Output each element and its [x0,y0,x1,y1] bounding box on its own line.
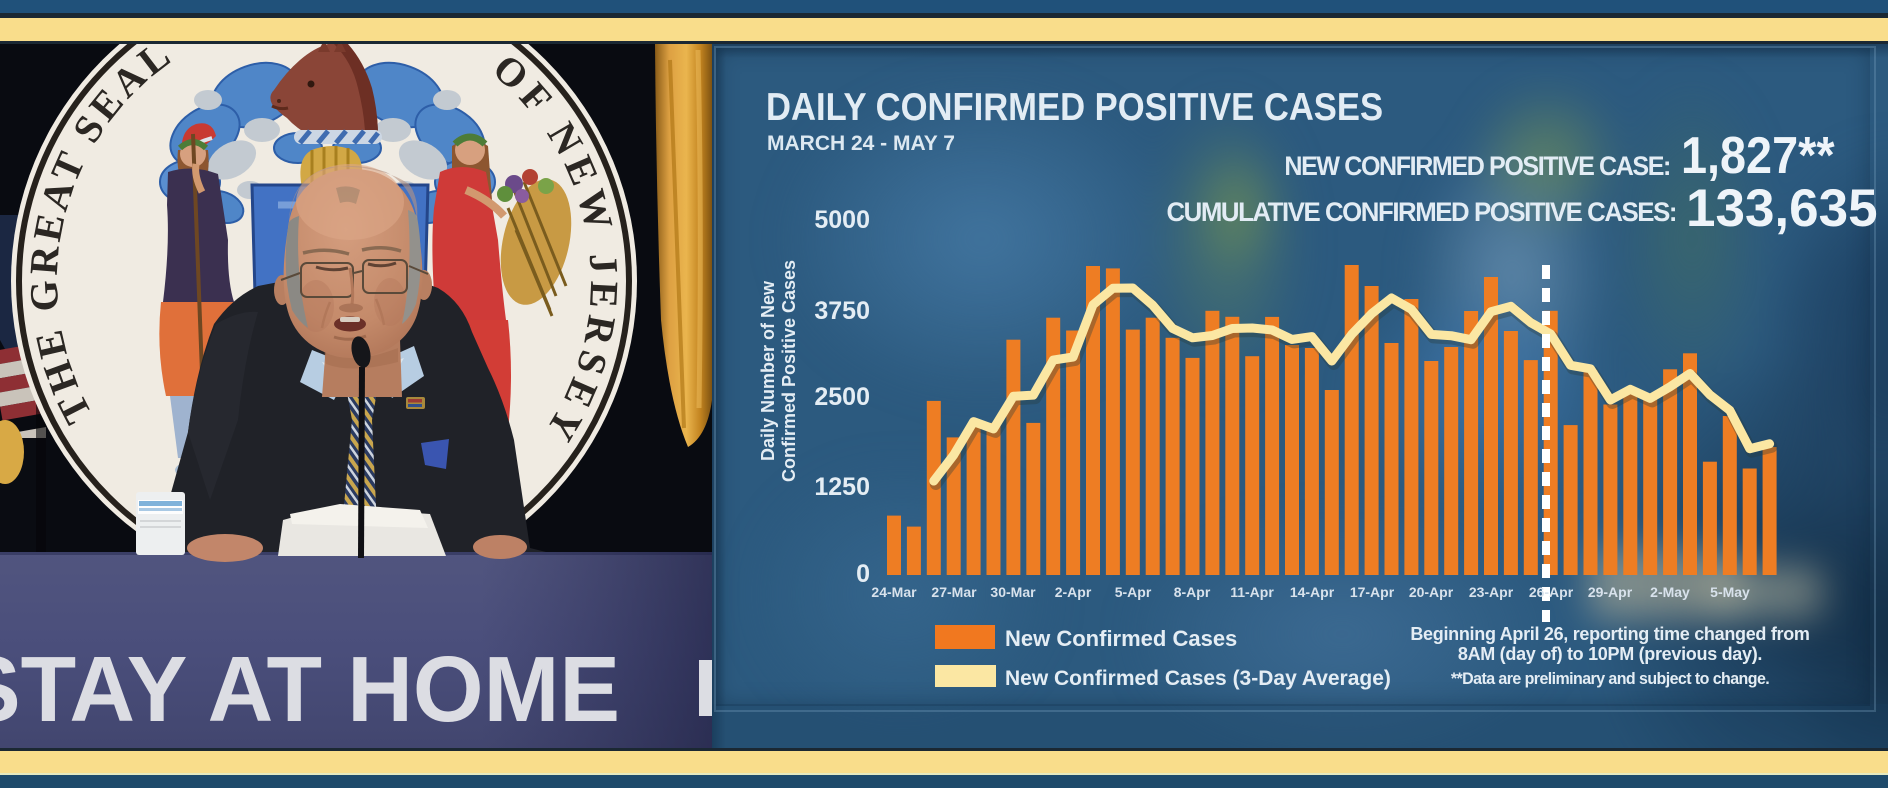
svg-text:STAY AT HOME: STAY AT HOME [0,637,620,741]
